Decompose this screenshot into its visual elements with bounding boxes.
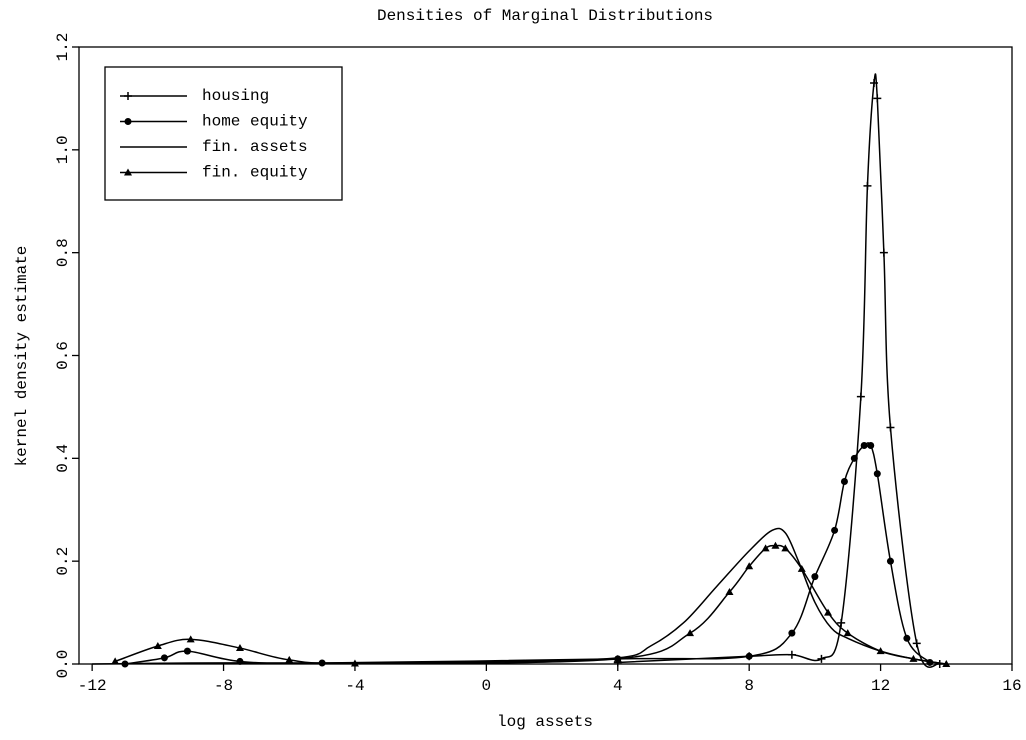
marker [285, 655, 294, 663]
marker [903, 634, 911, 642]
marker [870, 78, 879, 87]
marker [817, 654, 826, 663]
chart-title: Densities of Marginal Distributions [377, 7, 713, 25]
legend-label: fin. assets [202, 138, 308, 156]
marker [124, 92, 132, 100]
marker [856, 392, 865, 401]
marker [831, 526, 839, 534]
marker [886, 557, 894, 565]
marker [942, 660, 951, 667]
y-tick-label: 1.2 [54, 33, 72, 62]
marker [183, 647, 191, 655]
x-tick-label: -4 [345, 677, 364, 695]
x-tick-label: 0 [482, 677, 492, 695]
marker [909, 654, 918, 662]
marker [613, 654, 622, 662]
x-tick-label: -12 [78, 677, 107, 695]
series-line [114, 544, 947, 665]
marker [124, 118, 132, 125]
marker [350, 659, 359, 667]
legend-label: housing [202, 87, 269, 105]
x-tick-label: 16 [1002, 677, 1021, 695]
marker [153, 642, 162, 650]
x-tick-label: 8 [744, 677, 754, 695]
y-tick-label: 1.0 [54, 135, 72, 164]
marker [797, 564, 806, 572]
legend-label: home equity [202, 113, 308, 131]
marker [761, 544, 770, 552]
marker [840, 477, 848, 485]
x-tick-label: -8 [214, 677, 233, 695]
y-tick-label: 0.6 [54, 341, 72, 370]
marker [811, 573, 819, 581]
marker [111, 657, 120, 665]
marker [235, 644, 244, 652]
marker [850, 454, 858, 462]
marker [725, 588, 734, 596]
marker [873, 470, 881, 478]
marker [745, 562, 754, 570]
y-tick-label: 0.8 [54, 238, 72, 267]
marker [843, 629, 852, 637]
series-line [617, 73, 941, 668]
marker [124, 168, 132, 176]
marker [745, 652, 753, 660]
marker [160, 654, 168, 662]
marker [879, 248, 888, 257]
marker [912, 639, 921, 648]
x-axis-label: log assets [497, 713, 593, 731]
marker [873, 94, 882, 103]
legend-label: fin. equity [202, 164, 308, 182]
y-axis-label: kernel density estimate [13, 246, 31, 467]
marker [236, 657, 244, 665]
marker [860, 441, 868, 449]
x-tick-label: 4 [613, 677, 623, 695]
y-tick-label: 0.2 [54, 547, 72, 576]
marker [886, 423, 895, 432]
x-tick-label: 12 [871, 677, 890, 695]
marker [863, 181, 872, 190]
marker [837, 618, 846, 627]
marker [186, 635, 195, 643]
legend-box [104, 66, 343, 201]
y-tick-label: 0.0 [54, 650, 72, 679]
marker [787, 650, 796, 659]
series-line [124, 442, 931, 665]
marker [824, 608, 833, 616]
marker [876, 647, 885, 655]
marker [867, 441, 875, 449]
marker [781, 544, 790, 552]
marker [771, 541, 780, 549]
marker [788, 629, 796, 637]
marker [686, 629, 695, 637]
y-tick-label: 0.4 [54, 444, 72, 473]
